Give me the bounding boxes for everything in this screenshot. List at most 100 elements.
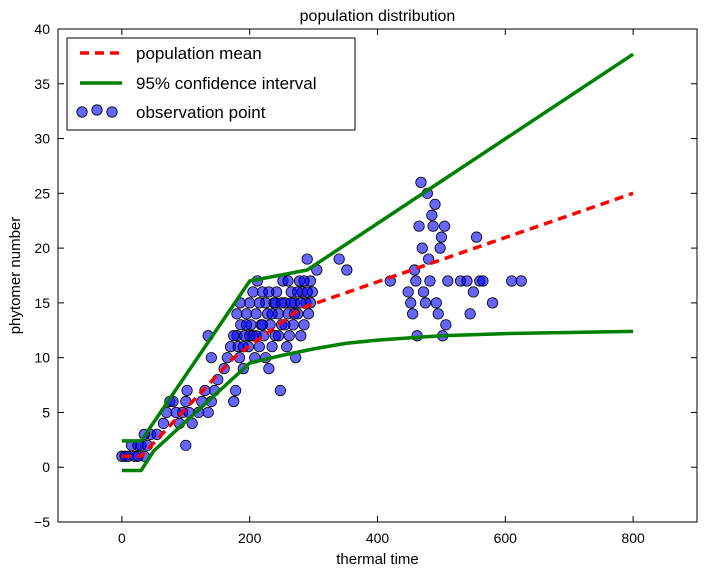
y-axis-title: phytomer number [7, 217, 24, 335]
observation-point [426, 209, 438, 221]
x-tick-label: 0 [118, 530, 126, 546]
legend-label-population-mean: population mean [136, 44, 262, 63]
observation-point [464, 308, 476, 320]
observation-point [470, 231, 483, 243]
observation-point [231, 308, 243, 320]
observation-point [240, 308, 253, 320]
observation-point [295, 330, 307, 342]
observation-point [266, 341, 278, 353]
population-mean-line [121, 191, 634, 459]
observation-point [250, 308, 262, 320]
y-tick-label: 35 [34, 76, 50, 92]
observation-point [432, 308, 444, 320]
observation-point [256, 319, 269, 331]
observation-point [410, 275, 422, 287]
observation-point [302, 308, 315, 320]
observation-point [228, 395, 240, 408]
observation-point [402, 286, 414, 298]
observation-point [467, 286, 479, 298]
x-tick-label: 800 [621, 530, 645, 546]
observation-point [205, 352, 217, 364]
observation-point [253, 297, 265, 309]
observation-point [180, 439, 192, 451]
y-tick-label: 30 [34, 131, 50, 147]
observation-point [253, 341, 265, 353]
observation-point [285, 297, 297, 309]
observation-point [424, 275, 436, 287]
observation-point [461, 275, 473, 287]
observation-point [298, 319, 310, 331]
y-tick-label: 5 [42, 404, 50, 420]
axis-ticks: 0 200 400 600 800 −5 0 5 10 15 20 25 30 35 40 [34, 21, 697, 546]
observation-point [186, 417, 198, 429]
observation-point [416, 242, 428, 254]
observation-point [283, 330, 295, 342]
observation-point [427, 220, 439, 232]
observation-point [274, 384, 286, 397]
y-tick-label: −5 [34, 514, 50, 530]
observation-point [434, 242, 446, 254]
y-tick-label: 20 [34, 240, 50, 256]
observation-point [247, 286, 259, 298]
observation-point [429, 198, 441, 210]
observation-point [276, 297, 288, 309]
y-tick-label: 15 [34, 295, 50, 311]
y-tick-label: 10 [34, 350, 50, 366]
legend-marker [106, 106, 118, 118]
x-tick-label: 600 [494, 530, 518, 546]
plot-area [116, 52, 635, 473]
observation-point [202, 406, 214, 419]
observation-point [405, 297, 417, 309]
observation-point [430, 297, 442, 309]
confidence-interval-lower-line [121, 329, 634, 473]
observation-point [301, 286, 313, 298]
observation-point [477, 275, 489, 287]
legend: population mean 95% confidence interval … [66, 37, 356, 131]
chart-title: population distribution [300, 8, 456, 25]
y-tick-label: 0 [42, 459, 50, 475]
observation-point [413, 220, 425, 232]
legend-label-observation-point: observation point [136, 103, 266, 122]
y-tick-label: 25 [34, 185, 50, 201]
observation-point [438, 220, 451, 232]
observation-point [230, 384, 242, 397]
observation-point [281, 341, 293, 353]
observation-point [435, 231, 447, 243]
observation-point [298, 275, 310, 287]
observation-point [157, 417, 170, 429]
observation-point [292, 286, 304, 298]
observation-point [181, 384, 193, 397]
legend-marker [76, 106, 88, 118]
observation-point [263, 363, 275, 375]
observation-point [486, 297, 499, 309]
observation-point [221, 352, 233, 364]
observation-point [341, 264, 353, 276]
x-tick-label: 400 [366, 530, 390, 546]
observation-point [263, 286, 275, 298]
observation-point [228, 330, 240, 342]
observation-point [440, 319, 452, 331]
observation-point [407, 308, 419, 320]
observation-point [333, 253, 345, 265]
observation-point [415, 176, 427, 188]
legend-label-confidence-interval: 95% confidence interval [136, 74, 317, 93]
series-group [116, 52, 635, 473]
observation-point [506, 275, 518, 287]
observation-point [419, 297, 432, 309]
observation-point [515, 275, 527, 287]
observation-point [240, 319, 253, 331]
observation-point [417, 286, 430, 298]
observation-point [301, 253, 313, 265]
x-tick-label: 200 [238, 530, 262, 546]
observation-point [266, 308, 278, 320]
legend-marker [91, 104, 103, 116]
observation-point [282, 275, 294, 287]
confidence-interval-upper-line [121, 52, 635, 443]
x-axis-title: thermal time [336, 551, 419, 568]
observation-point [272, 330, 285, 342]
y-tick-label: 40 [34, 21, 50, 37]
observation-point [442, 275, 454, 287]
observation-point [244, 297, 256, 309]
legend-swatch-observation-point [76, 104, 118, 118]
